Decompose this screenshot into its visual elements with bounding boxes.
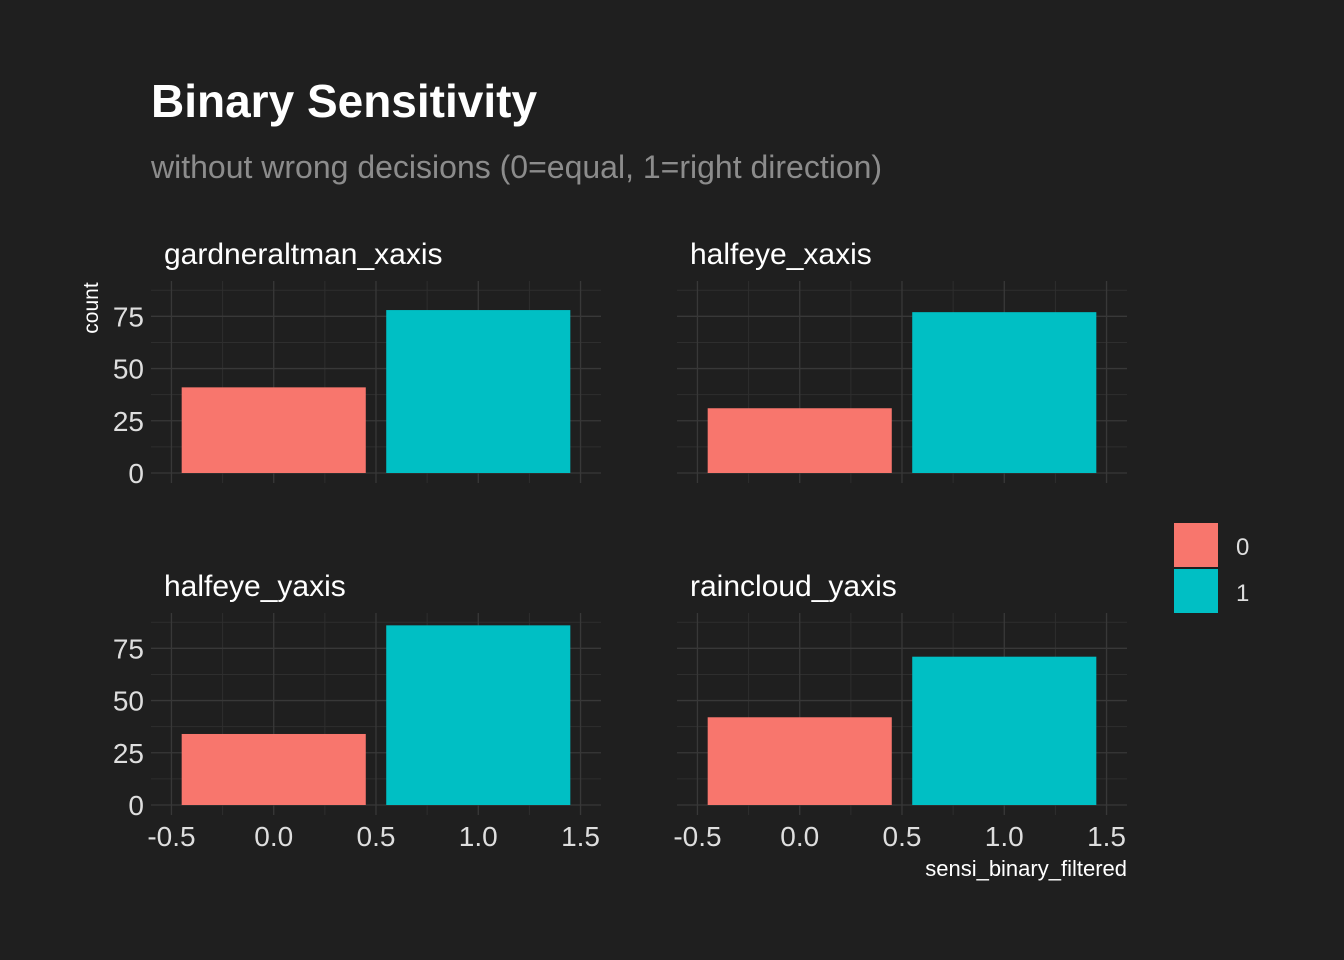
legend-key-0 [1174, 523, 1218, 567]
facet-strip-label: halfeye_yaxis [164, 570, 346, 603]
x-axis-label: sensi_binary_filtered [925, 856, 1127, 881]
facet-strip-label: gardneraltman_xaxis [164, 238, 442, 271]
bar-1 [386, 310, 571, 473]
x-tick-label: -0.5 [147, 821, 195, 852]
x-tick-label: 1.0 [985, 821, 1024, 852]
facet-panel: halfeye_xaxis [677, 238, 1127, 483]
bar-0 [707, 408, 892, 473]
x-tick-label: -0.5 [673, 821, 721, 852]
bar-0 [707, 717, 892, 805]
y-tick-label: 50 [113, 354, 144, 385]
bar-1 [912, 656, 1097, 805]
x-tick-label: 0.0 [254, 821, 293, 852]
y-tick-label: 0 [128, 458, 144, 489]
bar-1 [386, 625, 571, 805]
y-tick-label: 75 [113, 633, 144, 664]
legend-key-1 [1174, 569, 1218, 613]
legend-label: 1 [1236, 580, 1249, 607]
facet-panel: gardneraltman_xaxis 0 25 50 75 [113, 238, 601, 489]
y-tick-label: 0 [128, 790, 144, 821]
x-tick-label: 0.5 [357, 821, 396, 852]
x-tick-label: 1.5 [1087, 821, 1126, 852]
y-axis-label: count [80, 282, 103, 334]
x-tick-label: 1.5 [561, 821, 600, 852]
chart-subtitle: without wrong decisions (0=equal, 1=righ… [150, 149, 882, 185]
bar-1 [912, 312, 1097, 473]
facet-strip-label: halfeye_xaxis [690, 238, 872, 271]
y-tick-label: 25 [113, 738, 144, 769]
legend: 01 [1174, 523, 1249, 613]
chart-title: Binary Sensitivity [151, 75, 537, 127]
y-tick-label: 50 [113, 686, 144, 717]
facet-strip-label: raincloud_yaxis [690, 570, 897, 603]
bar-0 [181, 387, 366, 473]
x-tick-label: 0.5 [883, 821, 922, 852]
x-tick-label: 1.0 [459, 821, 498, 852]
legend-label: 0 [1236, 534, 1249, 561]
facet-panels: gardneraltman_xaxis 0 25 50 75 halfeye_xaxish… [113, 238, 1127, 852]
bar-0 [181, 733, 366, 805]
y-tick-label: 25 [113, 406, 144, 437]
facet-panel: raincloud_yaxis -0.5 0.0 0.5 1.0 1.5 [673, 570, 1127, 852]
y-tick-label: 75 [113, 301, 144, 332]
x-tick-label: 0.0 [780, 821, 819, 852]
facet-panel: halfeye_yaxis 0 25 50 75 -0.5 0.0 0.5 1.0 1.5 [113, 570, 601, 852]
